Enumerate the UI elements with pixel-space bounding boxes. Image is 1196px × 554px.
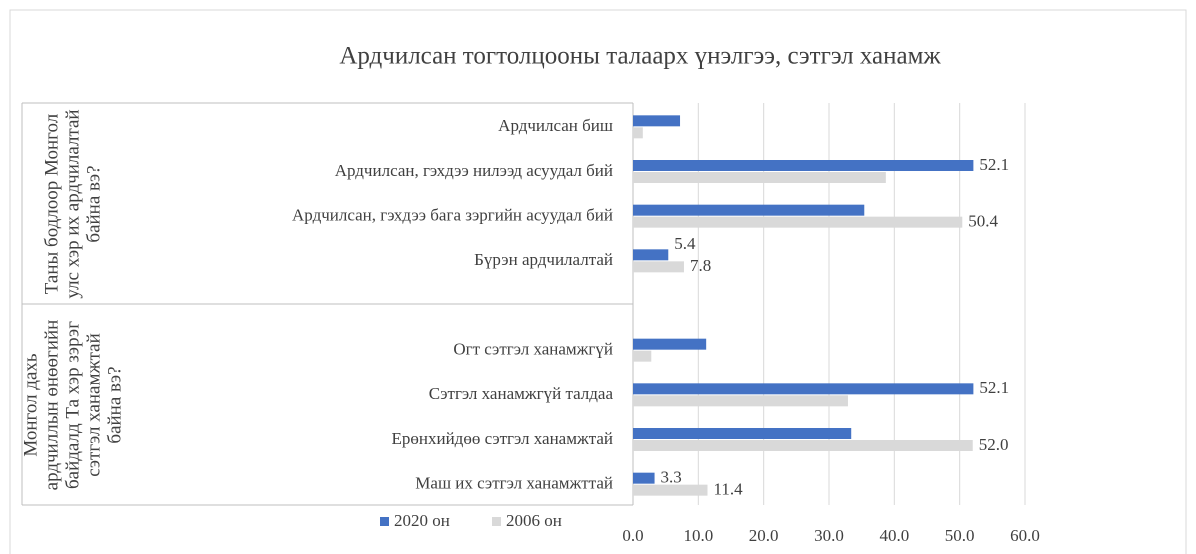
x-tick-label: 10.0 xyxy=(683,526,713,545)
x-tick-label: 0.0 xyxy=(622,526,643,545)
bar xyxy=(633,338,707,350)
bar xyxy=(633,472,655,484)
value-label: 5.4 xyxy=(674,234,696,253)
x-tick-label: 20.0 xyxy=(749,526,779,545)
value-label: 3.3 xyxy=(661,468,682,487)
bar xyxy=(633,261,684,273)
bar xyxy=(633,484,708,496)
value-label: 7.8 xyxy=(690,256,711,275)
x-tick-label: 30.0 xyxy=(814,526,844,545)
category-label: Огт сэтгэл ханамжгүй xyxy=(453,340,613,359)
legend-swatch xyxy=(380,517,389,526)
value-label: 11.4 xyxy=(713,480,743,499)
legend-swatch xyxy=(492,517,501,526)
bar xyxy=(633,204,865,216)
bar xyxy=(633,172,886,183)
bar xyxy=(633,216,963,228)
group-label: Таны бодлоор Монгол улс хэр их ардчилалт… xyxy=(40,108,104,299)
bar xyxy=(633,160,974,171)
x-tick-label: 40.0 xyxy=(879,526,909,545)
category-label: Маш их сэтгэл ханамжттай xyxy=(415,474,613,493)
category-label: Ерөнхийдөө сэтгэл ханамжтай xyxy=(392,429,614,448)
category-label: Ардчилсан, гэхдээ нилээд асуудал бий xyxy=(335,161,613,180)
bar xyxy=(633,395,848,407)
value-label: 52.1 xyxy=(979,155,1009,174)
x-tick-label: 60.0 xyxy=(1010,526,1040,545)
legend-label: 2020 он xyxy=(394,511,450,530)
bar xyxy=(633,127,643,139)
chart-title: Ардчилсан тогтолцооны талаарх үнэлгээ, с… xyxy=(339,43,941,70)
group-label: Монгол дахь ардчиллын өнөөгийн байдалд Т… xyxy=(19,319,125,490)
value-label: 52.0 xyxy=(979,435,1009,454)
bar xyxy=(633,428,852,439)
category-label: Сэтгэл ханамжгүй талдаа xyxy=(429,384,614,403)
category-label: Ардчилсан биш xyxy=(498,116,613,135)
value-label: 50.4 xyxy=(968,212,998,231)
category-label: Бүрэн ардчилалтай xyxy=(474,250,613,269)
bar xyxy=(633,440,973,451)
bar xyxy=(633,115,681,127)
category-label: Ардчилсан, гэхдээ бага зэргийн асуудал б… xyxy=(292,206,613,225)
legend-label: 2006 он xyxy=(506,511,562,530)
x-tick-label: 50.0 xyxy=(945,526,975,545)
bar xyxy=(633,350,652,362)
value-label: 52.1 xyxy=(979,378,1009,397)
bar xyxy=(633,249,669,261)
chart-border xyxy=(9,9,1187,554)
bar xyxy=(633,383,974,395)
